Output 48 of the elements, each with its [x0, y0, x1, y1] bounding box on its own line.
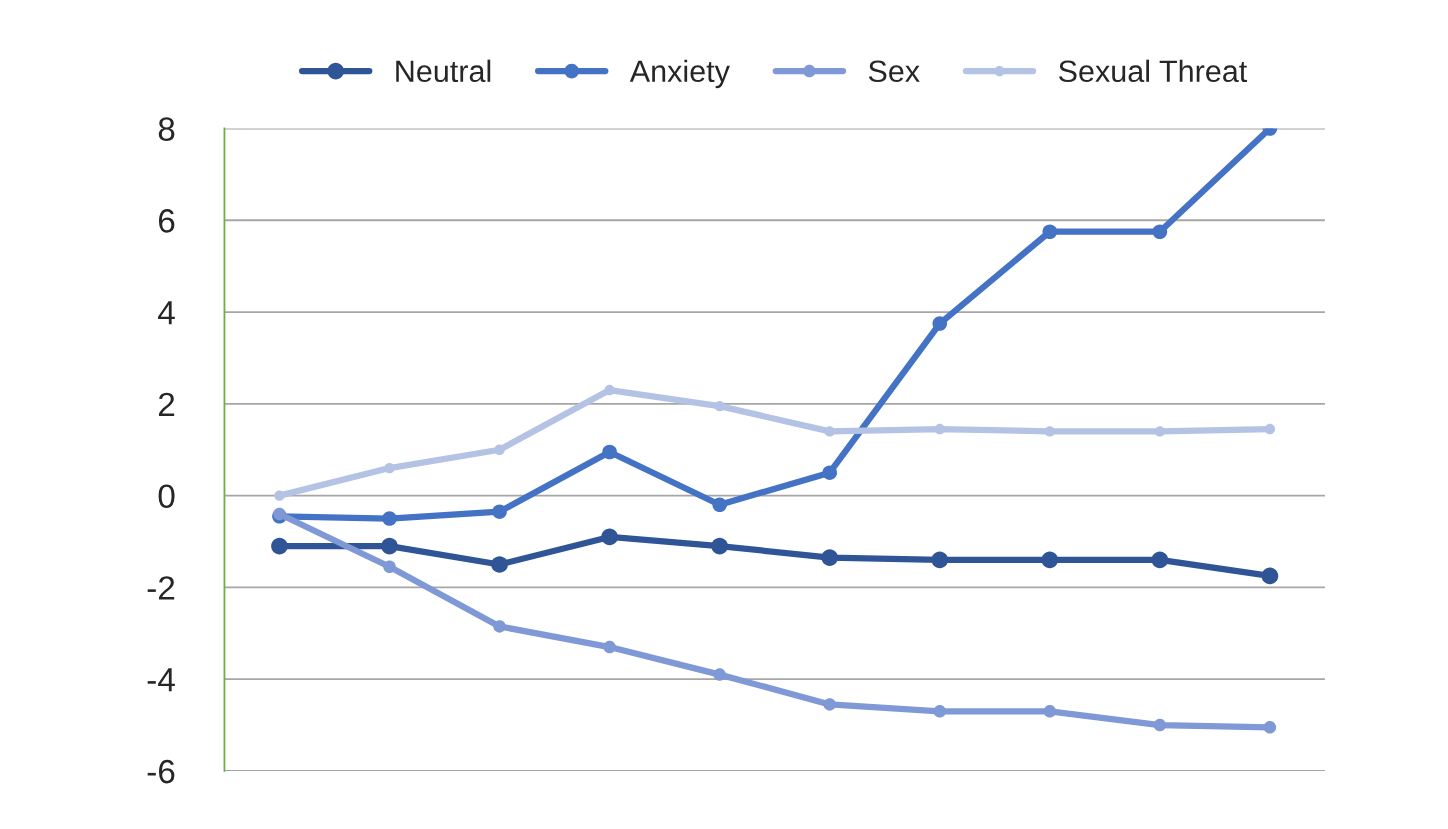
- point: [274, 490, 285, 501]
- point: [1043, 705, 1057, 718]
- point: [601, 528, 618, 546]
- point: [822, 465, 837, 480]
- point: [1263, 721, 1277, 734]
- point: [823, 698, 836, 711]
- point: [1152, 224, 1168, 240]
- point: [493, 620, 506, 633]
- point: [382, 511, 397, 526]
- y-tick-label: -4: [147, 668, 175, 692]
- point: [1153, 718, 1167, 732]
- y-tick-label: 8: [158, 117, 175, 141]
- point: [713, 668, 726, 681]
- y-tick-label: -2: [147, 576, 175, 600]
- legend-label: Sexual Threat: [1058, 59, 1248, 83]
- point: [1154, 426, 1166, 437]
- point: [491, 556, 508, 573]
- point: [271, 537, 288, 555]
- point: [714, 400, 725, 412]
- point: [711, 537, 728, 555]
- legend-label: Neutral: [396, 59, 491, 83]
- legend-label: Sex: [868, 60, 920, 83]
- legend-label: Anxiety: [629, 59, 730, 89]
- point: [384, 462, 395, 474]
- point: [1264, 423, 1276, 435]
- point: [602, 444, 617, 460]
- point: [1261, 567, 1279, 585]
- point: [604, 384, 615, 396]
- point: [712, 497, 727, 513]
- point: [932, 316, 948, 331]
- y-tick-label: 6: [158, 209, 175, 233]
- point: [933, 705, 946, 718]
- y-tick-label: -6: [147, 759, 175, 784]
- point: [934, 423, 945, 435]
- point: [821, 549, 839, 566]
- point: [1041, 551, 1059, 569]
- y-tick-label: 0: [158, 484, 175, 509]
- y-tick-label: 4: [158, 301, 175, 325]
- point: [492, 504, 507, 519]
- point: [1151, 551, 1169, 569]
- point: [603, 640, 616, 654]
- point: [494, 444, 505, 455]
- point: [824, 426, 835, 437]
- point: [931, 551, 949, 569]
- point: [383, 560, 396, 573]
- point: [381, 537, 398, 555]
- y-tick-label: 2: [158, 392, 175, 416]
- point: [1042, 224, 1058, 240]
